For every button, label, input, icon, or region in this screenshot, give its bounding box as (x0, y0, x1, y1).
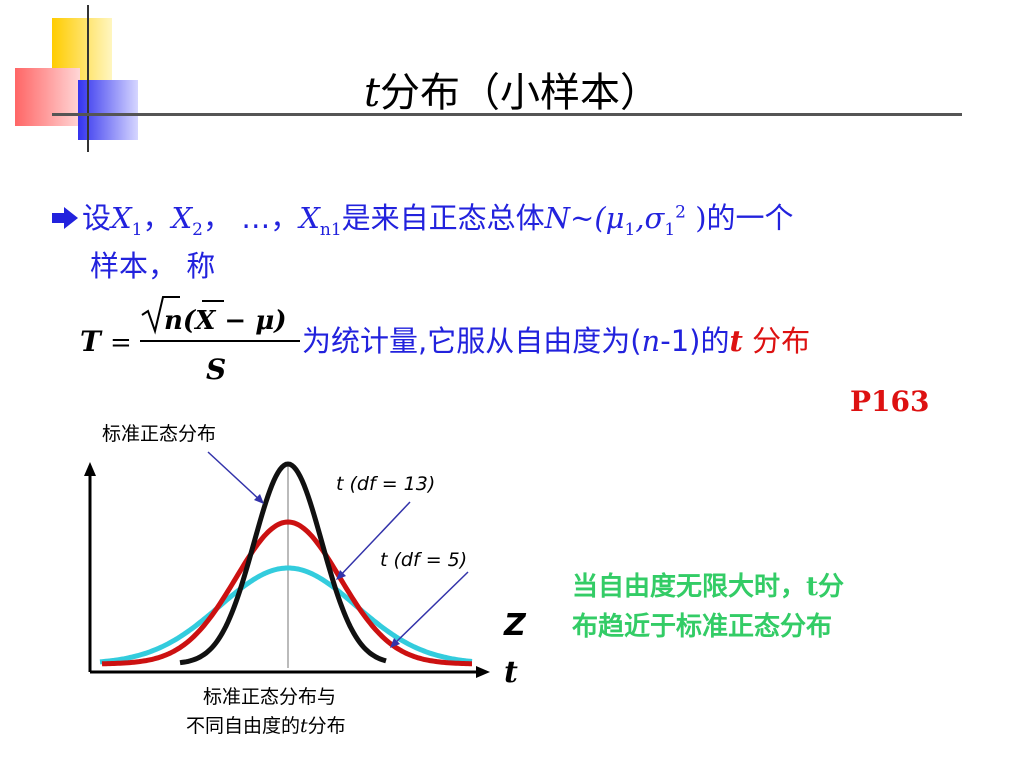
var-xn-sub: n1 (319, 219, 342, 240)
page-reference: P163 (850, 385, 930, 418)
desc-part3: 分布 (742, 324, 811, 358)
limit-note: 当自由度无限大时，t分 布趋近于标准正态分布 (572, 567, 844, 647)
formula-eq: = (110, 328, 132, 358)
note-line-1a: 当自由度无限大时， (572, 572, 807, 602)
page-title: t分布（小样本） (0, 60, 1024, 118)
formula-description: 为统计量,它服从自由度为(n-1)的t 分布 (302, 318, 810, 360)
desc-n: n (641, 324, 661, 358)
label-normal: 标准正态分布 (102, 423, 216, 445)
label-df5: t (df = 5) (380, 549, 467, 571)
t-df13-curve (101, 519, 472, 667)
note-line-2: 布趋近于标准正态分布 (572, 612, 833, 642)
desc-t: t (729, 324, 743, 358)
var-x1: X (111, 201, 132, 235)
label-df13: t (df = 13) (336, 473, 435, 495)
statement-part1: 设 (82, 201, 112, 235)
caption-line-1: 标准正态分布与 (203, 686, 336, 708)
sep1: ， (142, 201, 172, 235)
t-df5-curve (99, 565, 473, 665)
var-x2: X (171, 201, 193, 235)
title-t: t (363, 70, 381, 116)
title-text: 分布（小样本） (380, 70, 661, 116)
distribution-figure: 标准正态分布 t (df = 13) t (df = 5) Z t 标准正态分布… (80, 410, 550, 750)
axis-label-z: Z (503, 608, 527, 643)
formula-numerator: n(X − μ) (164, 306, 287, 336)
sigma-sup: 2 (675, 202, 686, 223)
normal-curve (179, 461, 387, 666)
var-x1-sub: 1 (131, 219, 143, 240)
caption-line-2b: 分布 (308, 715, 346, 737)
formula-graphic: T = n(X − μ) S (80, 296, 300, 386)
mu-sub: 1 (624, 219, 636, 240)
t-statistic-formula: T = n(X − μ) S (78, 293, 303, 388)
desc-part1: 为统计量,它服从自由度为( (302, 324, 642, 358)
corner-decoration (0, 0, 160, 160)
pointer-df13 (337, 501, 411, 579)
statement-line-2: 样本， 称 (90, 249, 216, 283)
formula-denominator: S (206, 353, 226, 386)
var-xn: X (299, 201, 320, 235)
note-line-1b: 分 (818, 572, 845, 602)
statement-part3: 的一个 (706, 201, 794, 235)
x-axis-arrow (476, 666, 490, 678)
pointer-df5 (391, 571, 469, 647)
statement-line-1: 设X1，X2， …，Xn1是来自正态总体N~(μ1,σ12 )的一个 (50, 195, 794, 240)
title-underline (52, 113, 962, 116)
sep2: ， …， (203, 201, 300, 235)
formula-lhs: T (80, 325, 103, 358)
sigma-sub: 1 (664, 219, 676, 240)
caption-line-2a: 不同自由度的 (186, 715, 300, 737)
sigma-symbol: ,σ (635, 201, 665, 235)
desc-part2: -1)的 (660, 324, 730, 358)
bullet-arrow-icon (52, 207, 78, 229)
corner-squares-graphic (15, 5, 138, 152)
var-x2-sub: 2 (192, 219, 203, 240)
y-axis-arrow (84, 462, 96, 476)
distribution-symbol: N~(μ (544, 201, 625, 235)
caption-line-2: 不同自由度的t分布 (186, 715, 346, 737)
note-line-1: 当自由度无限大时，t分 (572, 567, 844, 607)
note-t: t (806, 572, 819, 602)
pointer-normal (207, 451, 263, 503)
close-paren: ) (686, 201, 707, 235)
distribution-plot: 标准正态分布 t (df = 13) t (df = 5) Z t 标准正态分布… (84, 423, 527, 737)
axis-label-t: t (504, 655, 518, 690)
statement-part2: 是来自正态总体 (341, 201, 545, 235)
caption-line-2t: t (300, 715, 308, 737)
